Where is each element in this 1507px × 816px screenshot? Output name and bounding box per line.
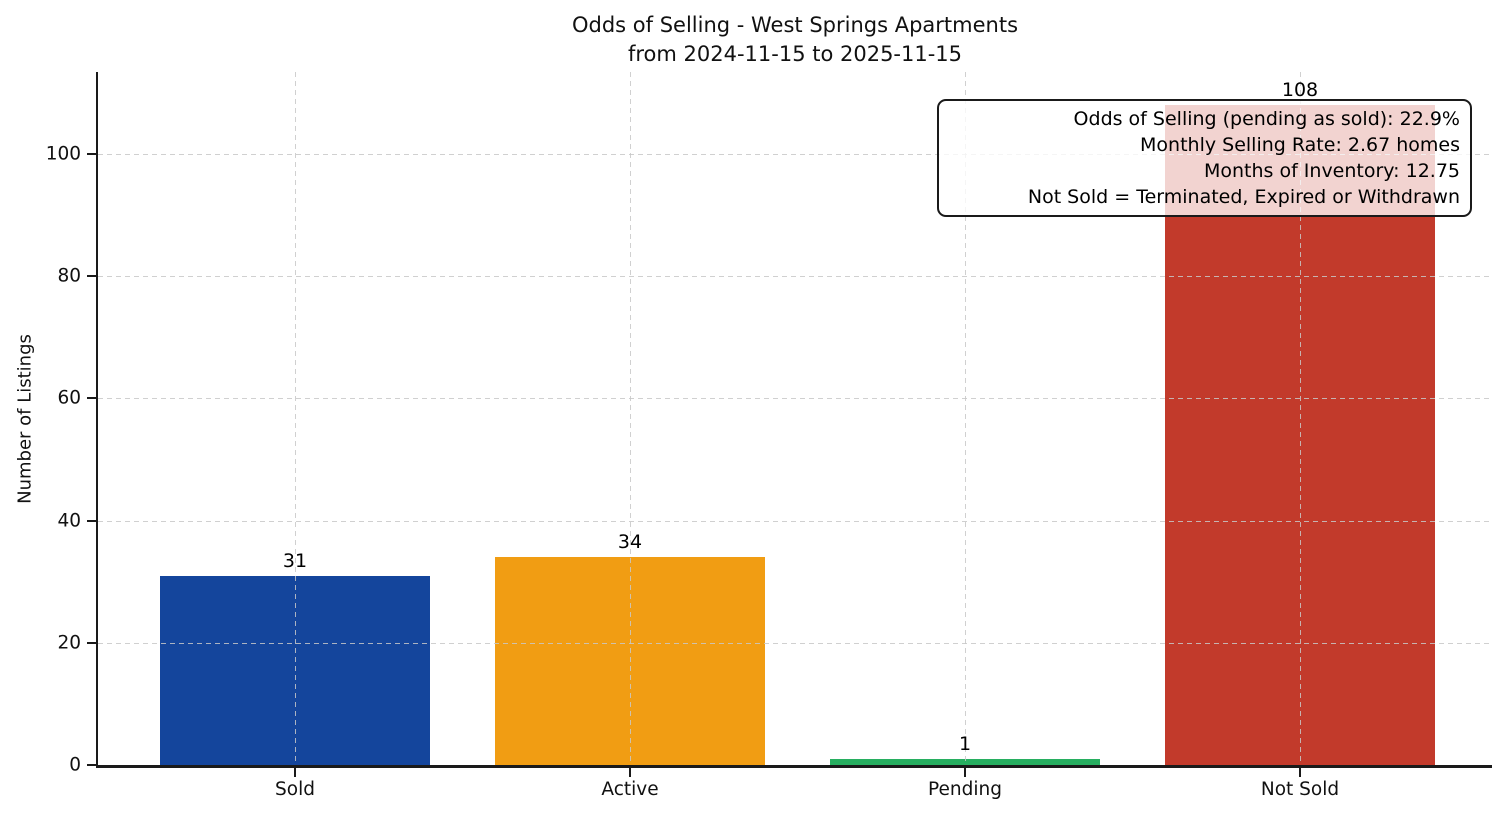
x-tick-mark-not-sold <box>1299 768 1301 777</box>
x-tick-label-sold: Sold <box>275 779 315 800</box>
y-tick-mark-100 <box>87 152 96 155</box>
annotation-line-notsold-note: Not Sold = Terminated, Expired or Withdr… <box>1027 186 1460 208</box>
annotation-line-odds: Odds of Selling (pending as sold): 22.9% <box>1073 108 1460 130</box>
y-tick-label-0: 0 <box>69 754 81 776</box>
bar-sold <box>160 575 430 765</box>
bar-active <box>495 557 765 765</box>
bar-value-label-pending: 1 <box>958 732 972 755</box>
chart-title-line1: Odds of Selling - West Springs Apartment… <box>571 13 1019 37</box>
y-tick-label-80: 80 <box>57 265 81 287</box>
annotation-line-inventory: Months of Inventory: 12.75 <box>1203 160 1460 182</box>
y-tick-mark-0 <box>87 764 96 766</box>
x-tick-mark-pending <box>964 768 966 777</box>
y-tick-mark-60 <box>87 397 96 400</box>
y-tick-label-100: 100 <box>45 143 81 165</box>
y-tick-mark-40 <box>87 519 96 522</box>
x-tick-label-not-sold: Not Sold <box>1260 779 1340 800</box>
annotation-line-rate: Monthly Selling Rate: 2.67 homes <box>1140 134 1460 156</box>
annotation-box: Odds of Selling (pending as sold): 22.9%… <box>937 99 1472 217</box>
plot-area: Odds of Selling (pending as sold): 22.9%… <box>46 72 1492 800</box>
x-tick-label-pending: Pending <box>928 779 1002 800</box>
bar-value-label-sold: 31 <box>282 549 308 572</box>
chart-title: Odds of Selling - West Springs Apartment… <box>98 11 1492 69</box>
x-tick-mark-active <box>629 768 631 777</box>
x-tick-label-active: Active <box>601 779 659 800</box>
y-tick-mark-20 <box>87 641 96 644</box>
bar-value-label-not-sold: 108 <box>1281 79 1319 101</box>
bar-value-label-active: 34 <box>617 531 643 554</box>
y-tick-mark-80 <box>87 275 96 278</box>
chart-title-line2: from 2024-11-15 to 2025-11-15 <box>627 42 963 66</box>
y-axis-label: Number of Listings <box>14 334 36 504</box>
x-tick-mark-sold <box>294 768 296 777</box>
bar-pending <box>830 758 1100 765</box>
y-tick-label-20: 20 <box>57 632 81 654</box>
y-tick-label-40: 40 <box>57 510 81 532</box>
y-tick-label-60: 60 <box>57 387 81 409</box>
